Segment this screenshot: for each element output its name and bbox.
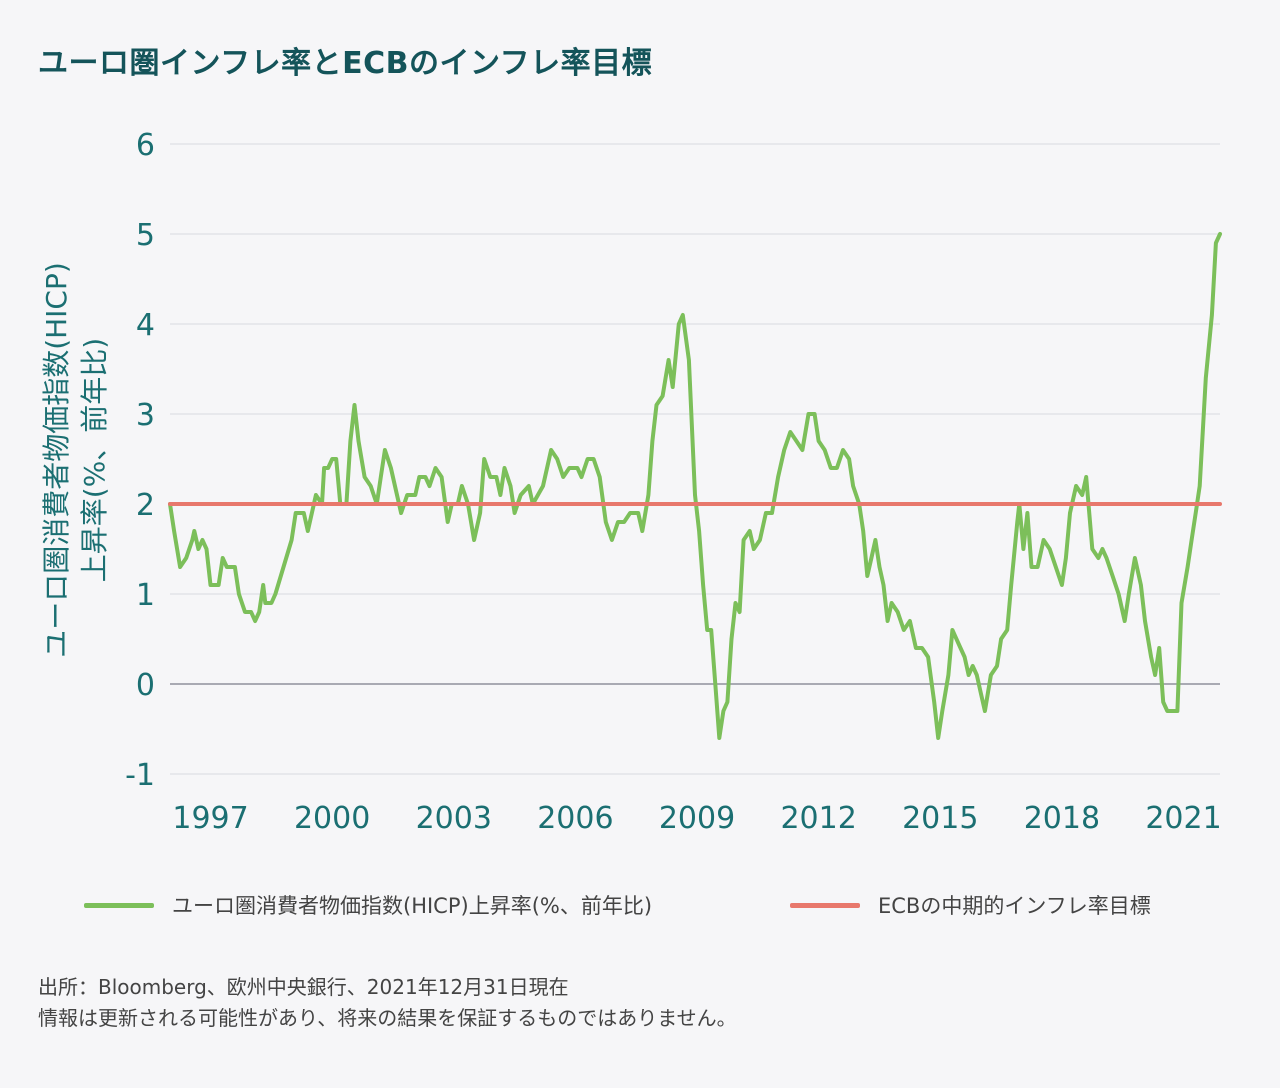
y-tick-label: -1: [125, 758, 155, 793]
legend-swatch-hicp: [84, 902, 154, 908]
x-tick-label: 2015: [902, 801, 978, 836]
x-tick-label: 2000: [294, 801, 370, 836]
y-tick-label: 6: [136, 128, 155, 163]
legend-label-hicp: ユーロ圏消費者物価指数(HICP)上昇率(%、前年比): [172, 894, 653, 918]
y-tick-label: 5: [136, 218, 155, 253]
x-tick-label: 2009: [659, 801, 735, 836]
y-tick-label: 1: [136, 578, 155, 613]
legend-item-hicp: ユーロ圏消費者物価指数(HICP)上昇率(%、前年比): [84, 888, 652, 922]
series-layer: [168, 232, 1222, 740]
legend-label-ecb-target: ECBの中期的インフレ率目標: [878, 894, 1151, 918]
x-tick-label: 2006: [537, 801, 613, 836]
disclaimer-line: 情報は更新される可能性があり、将来の結果を保証するものではありません。: [38, 1006, 737, 1030]
y-tick-labels: -1 0 1 2 3 4 5 6: [125, 128, 155, 793]
legend-swatch-ecb-target: [790, 902, 860, 908]
x-tick-label: 2021: [1145, 801, 1221, 836]
y-tick-label: 2: [136, 488, 155, 523]
legend-item-ecb-target: ECBの中期的インフレ率目標: [790, 888, 1151, 922]
x-tick-label: 2012: [780, 801, 856, 836]
y-tick-label: 0: [136, 668, 155, 703]
x-tick-labels: 1997 2000 2003 2006 2009 2012 2015 2018 2021: [172, 801, 1221, 836]
page-title: ユーロ圏インフレ率とECBのインフレ率目標: [38, 46, 653, 81]
y-tick-label: 4: [136, 308, 155, 343]
x-tick-label: 2003: [416, 801, 492, 836]
source-line: 出所：Bloomberg、欧州中央銀行、2021年12月31日現在: [38, 975, 569, 999]
hicp-inflation-line: [168, 232, 1222, 740]
x-tick-label: 2018: [1024, 801, 1100, 836]
legend: ユーロ圏消費者物価指数(HICP)上昇率(%、前年比) ECBの中期的インフレ率…: [0, 888, 1280, 922]
y-tick-label: 3: [136, 398, 155, 433]
x-tick-label: 1997: [172, 801, 248, 836]
source-note: 出所：Bloomberg、欧州中央銀行、2021年12月31日現在 情報は更新さ…: [38, 972, 737, 1034]
